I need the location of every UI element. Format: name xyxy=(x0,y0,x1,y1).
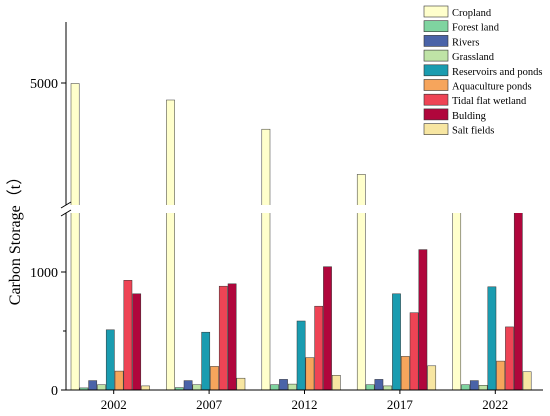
x-tick-label: 2012 xyxy=(292,397,318,412)
legend-label-tidal-flat-wetland: Tidal flat wetland xyxy=(452,96,527,107)
legend-swatch-rivers xyxy=(423,35,449,47)
legend-label-salt-fields: Salt fields xyxy=(452,126,494,137)
bar-rivers-2002 xyxy=(88,380,98,391)
x-tick-label: 2017 xyxy=(387,397,414,412)
bar-grassland-2022 xyxy=(478,385,488,391)
bar-reservoirs-and-ponds-2007 xyxy=(201,331,211,391)
bar-rivers-2017 xyxy=(374,379,384,391)
bar-cropland-2002 xyxy=(70,83,80,391)
bar-tidal-flat-wetland-2017 xyxy=(409,312,419,391)
bar-rivers-2007 xyxy=(183,380,193,391)
legend-label-reservoirs-and-ponds: Reservoirs and ponds xyxy=(452,67,542,78)
bar-aquaculture-ponds-2022 xyxy=(496,360,506,391)
bar-bulding-2017 xyxy=(418,249,428,391)
legend-label-bulding: Bulding xyxy=(452,111,487,122)
bar-forest-land-2022 xyxy=(461,384,470,391)
bar-grassland-2012 xyxy=(287,383,297,391)
bar-tidal-flat-wetland-2012 xyxy=(314,305,324,391)
bar-bulding-2022 xyxy=(513,208,523,391)
bar-reservoirs-and-ponds-2017 xyxy=(392,293,401,391)
bar-reservoirs-and-ponds-2012 xyxy=(296,320,306,391)
bar-bulding-2012 xyxy=(323,266,332,391)
bar-salt-fields-2002 xyxy=(141,385,150,391)
bar-reservoirs-and-ponds-2022 xyxy=(487,286,497,391)
legend-label-cropland: Cropland xyxy=(452,8,492,19)
x-tick-label: 2022 xyxy=(482,397,508,412)
legend-swatch-bulding xyxy=(423,108,449,121)
legend-swatch-aquaculture-ponds xyxy=(423,79,449,91)
plot-area: 0 1000 5000 2002 2007 2012 2017 2022 xyxy=(30,22,545,412)
legend-swatch-tidal-flat-wetland xyxy=(423,93,449,106)
legend-swatch-cropland xyxy=(423,5,449,18)
bar-forest-land-2017 xyxy=(365,384,375,391)
bar-tidal-flat-wetland-2022 xyxy=(505,326,514,391)
bar-tidal-flat-wetland-2002 xyxy=(123,280,133,391)
bar-salt-fields-2007 xyxy=(236,377,246,391)
legend-label-aquaculture-ponds: Aquaculture ponds xyxy=(452,82,532,93)
legend-swatch-reservoirs-and-ponds xyxy=(423,64,449,77)
bar-cropland-2012 xyxy=(261,128,271,391)
legend-label-grassland: Grassland xyxy=(452,52,495,63)
bar-grassland-2002 xyxy=(97,384,106,391)
axis-break-mark xyxy=(60,201,72,209)
bar-rivers-2012 xyxy=(279,379,288,391)
legend-label-forest-land: Forest land xyxy=(452,23,500,34)
x-tick-label: 2002 xyxy=(101,397,127,412)
bar-tidal-flat-wetland-2007 xyxy=(218,285,228,391)
legend-swatch-salt-fields xyxy=(423,123,449,135)
bar-rivers-2022 xyxy=(469,380,479,391)
legend-label-rivers: Rivers xyxy=(452,37,479,48)
bar-salt-fields-2012 xyxy=(331,375,341,391)
bar-bulding-2002 xyxy=(132,293,142,391)
bar-cropland-2022 xyxy=(452,208,462,391)
bar-aquaculture-ponds-2017 xyxy=(400,356,410,391)
y-tick-label: 0 xyxy=(51,384,58,399)
bar-aquaculture-ponds-2002 xyxy=(114,370,124,391)
legend-swatch-grassland xyxy=(423,49,449,62)
bar-aquaculture-ponds-2007 xyxy=(210,366,219,391)
y-tick-label: 1000 xyxy=(30,266,58,281)
axis-break-mark xyxy=(60,209,72,217)
bar-salt-fields-2022 xyxy=(522,371,532,391)
bar-aquaculture-ponds-2012 xyxy=(305,357,315,391)
legend: Cropland Forest land Rivers Grassland Reserv… xyxy=(423,5,542,137)
bar-cropland-2007 xyxy=(166,99,175,391)
x-tick-label: 2007 xyxy=(196,397,223,412)
legend-swatch-forest-land xyxy=(423,20,449,33)
bar-salt-fields-2017 xyxy=(427,365,437,391)
bar-forest-land-2012 xyxy=(270,384,280,391)
y-axis-label: Carbon Storage（t） xyxy=(6,169,24,305)
axis-break-gap xyxy=(60,205,545,213)
bar-grassland-2007 xyxy=(192,384,202,391)
bar-reservoirs-and-ponds-2002 xyxy=(105,329,115,391)
bar-grassland-2017 xyxy=(383,385,393,391)
bar-bulding-2007 xyxy=(227,283,237,391)
y-tick-label: 5000 xyxy=(30,77,58,92)
